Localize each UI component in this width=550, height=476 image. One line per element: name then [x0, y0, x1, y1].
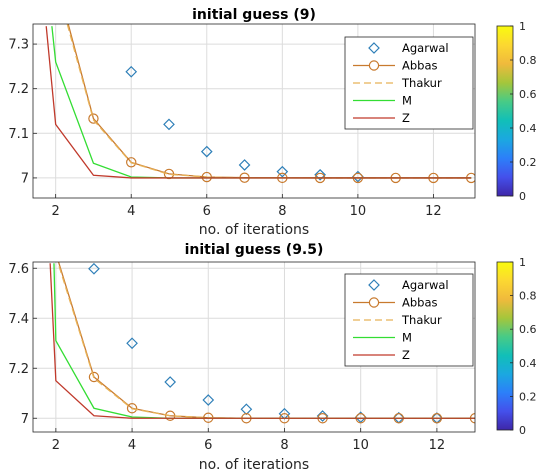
legend-marker-abbas — [368, 297, 380, 308]
x-tick-label: 8 — [278, 204, 286, 219]
colorbar-tick-label: 0.6 — [519, 323, 537, 336]
point-agarwal — [276, 165, 289, 178]
point-abbas — [88, 371, 100, 383]
colorbar-tick-label: 0 — [519, 424, 526, 437]
x-axis-label: no. of iterations — [199, 457, 309, 473]
x-tick-label: 6 — [203, 204, 211, 219]
legend-label-z: Z — [402, 348, 410, 362]
point-agarwal — [200, 145, 213, 158]
legend: Agarwal Abbas Thakur MZ — [344, 273, 474, 367]
colorbar-tick-label: 1 — [519, 20, 526, 33]
y-tick-label: 7.3 — [8, 38, 29, 53]
legend-label-agarwal: Agarwal — [402, 278, 449, 292]
axes-box — [32, 261, 476, 433]
legend-symbol-agarwal — [368, 42, 380, 54]
y-tick-label: 7.6 — [8, 262, 29, 277]
colorbar-tick-label: 0.4 — [519, 122, 537, 135]
x-tick-label: 4 — [128, 438, 136, 453]
point-agarwal — [202, 394, 215, 406]
legend-label-abbas: Abbas — [402, 296, 438, 310]
x-tick-label: 12 — [425, 204, 442, 219]
legend-marker-abbas — [368, 60, 380, 71]
x-tick-label: 2 — [52, 204, 60, 219]
colorbar-tick-label: 1 — [519, 256, 526, 269]
x-tick-label: 12 — [429, 438, 446, 453]
legend: Agarwal Abbas Thakur MZ — [344, 36, 474, 130]
x-axis-label: no. of iterations — [199, 222, 309, 238]
x-tick-label: 4 — [127, 204, 135, 219]
legend-label-z: Z — [402, 111, 410, 125]
point-abbas — [88, 113, 99, 124]
data-layer — [45, 24, 475, 184]
y-tick-label: 7 — [21, 412, 29, 427]
chart-title: initial guess (9.5) — [185, 242, 324, 258]
y-tick-label: 7.2 — [8, 82, 29, 97]
colorbar: 0 0.2 0.4 0.6 0.8 1 — [496, 20, 537, 203]
colorbar-tick-label: 0.8 — [519, 54, 537, 67]
series-line-z — [49, 263, 475, 419]
y-tick-label: 7 — [21, 171, 29, 186]
legend-label-thakur: Thakur — [401, 313, 442, 327]
x-tick-label: 10 — [352, 438, 369, 453]
colorbar-tick-label: 0.2 — [519, 156, 537, 169]
x-tick-label: 10 — [350, 204, 367, 219]
legend-symbol-agarwal — [368, 279, 380, 291]
colorbar-tick-label: 0.8 — [519, 290, 537, 303]
y-tick-label: 7.1 — [8, 127, 29, 142]
point-agarwal — [126, 337, 138, 350]
point-agarwal — [164, 376, 177, 388]
y-tick-label: 7.2 — [8, 362, 29, 377]
colorbar-gradient — [496, 261, 514, 431]
legend-label-thakur: Thakur — [401, 76, 442, 90]
colorbar-gradient — [496, 25, 514, 197]
point-abbas — [201, 171, 212, 183]
x-tick-label: 2 — [52, 438, 60, 453]
colorbar: 0 0.2 0.4 0.6 0.8 1 — [496, 256, 537, 437]
point-abbas — [126, 403, 138, 414]
point-agarwal — [125, 65, 138, 78]
legend-label-m: M — [402, 94, 412, 108]
point-abbas — [126, 157, 137, 168]
colorbar-tick-label: 0 — [519, 190, 526, 203]
axes-box — [32, 23, 476, 199]
legend-label-agarwal: Agarwal — [402, 41, 449, 55]
point-agarwal — [238, 159, 251, 171]
colorbar-tick-label: 0.4 — [519, 357, 537, 370]
data-layer — [49, 262, 475, 424]
point-agarwal — [88, 262, 100, 275]
legend-label-m: M — [402, 331, 412, 345]
colorbar-tick-label: 0.6 — [519, 88, 537, 101]
x-tick-label: 8 — [280, 438, 288, 453]
x-tick-label: 6 — [204, 438, 212, 453]
colorbar-tick-label: 0.2 — [519, 390, 537, 403]
point-agarwal — [314, 168, 326, 181]
legend-label-abbas: Abbas — [402, 59, 438, 73]
y-tick-label: 7.4 — [8, 312, 29, 327]
point-agarwal — [163, 118, 175, 131]
chart-title: initial guess (9) — [192, 7, 316, 23]
series-line-z — [45, 26, 472, 179]
